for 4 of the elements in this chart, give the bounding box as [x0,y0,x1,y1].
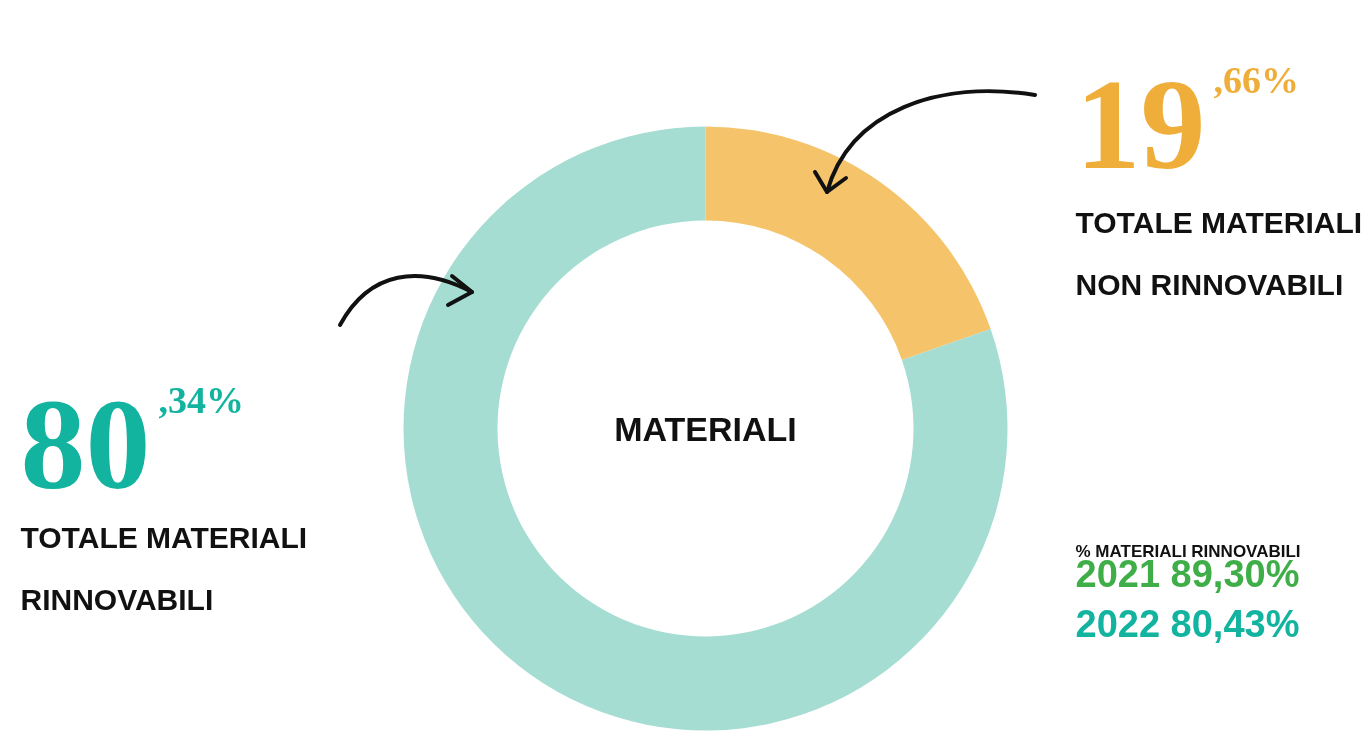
text: 2022 80,43% [1075,602,1300,645]
slice-label: TOTALE MATERIALI RINNOVABILI [20,520,308,616]
text: MATERIALI [614,409,797,448]
slice-label: TOTALE MATERIALI NON RINNOVABILI [1075,205,1363,301]
